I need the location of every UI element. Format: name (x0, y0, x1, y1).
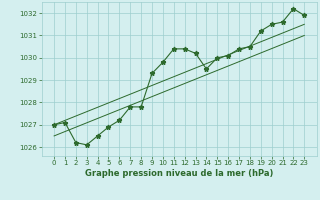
X-axis label: Graphe pression niveau de la mer (hPa): Graphe pression niveau de la mer (hPa) (85, 169, 273, 178)
